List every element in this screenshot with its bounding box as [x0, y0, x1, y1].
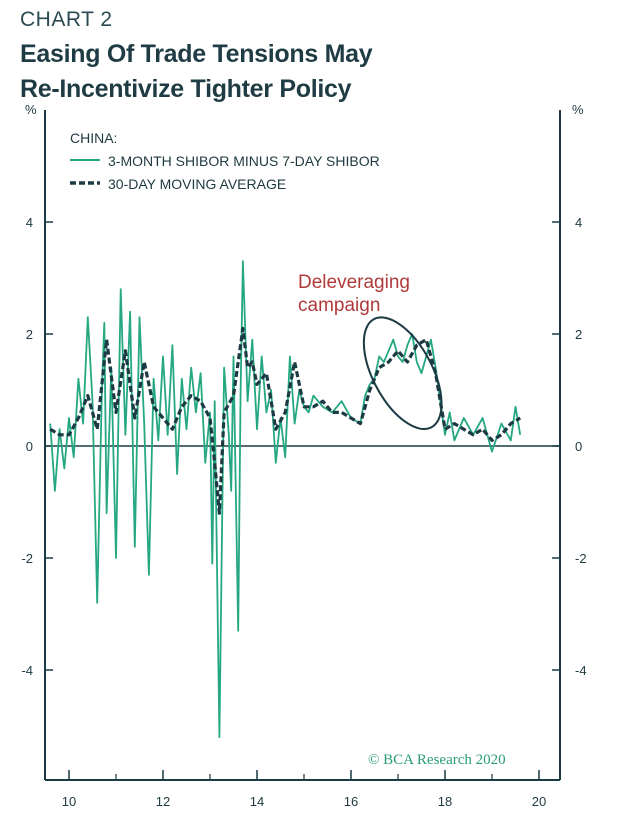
- series-layer: [49, 260, 522, 739]
- left-axis-unit: %: [25, 102, 37, 117]
- legend-label-moving-average: 30-DAY MOVING AVERAGE: [108, 176, 286, 192]
- x-tick-label-12: 12: [156, 794, 170, 809]
- x-tick-label-14: 14: [250, 794, 264, 809]
- y-tick-label-left--2: -2: [21, 551, 33, 566]
- legend-title: CHINA:: [70, 130, 117, 146]
- x-tick-label-16: 16: [344, 794, 358, 809]
- x-tick-label-20: 20: [532, 794, 546, 809]
- y-tick-label-left-2: 2: [26, 327, 33, 342]
- chart-frame: [44, 110, 561, 781]
- annotation-text-line2: campaign: [298, 295, 380, 316]
- y-tick-label-right-4: 4: [575, 215, 582, 230]
- y-tick-label-left-4: 4: [26, 215, 33, 230]
- chart-number: CHART 2: [20, 8, 113, 31]
- x-tick-label-18: 18: [438, 794, 452, 809]
- chart-title-line1: Easing Of Trade Tensions May: [20, 40, 373, 68]
- right-axis-unit: %: [572, 102, 584, 117]
- y-tick-label-right-2: 2: [575, 327, 582, 342]
- axis-ticks: % %4 42 20 0-2 -2-4 -410 12 14 16 18 20: [21, 102, 586, 809]
- source-credit: © BCA Research 2020: [368, 752, 506, 768]
- y-tick-label-right--2: -2: [575, 551, 587, 566]
- chart-title-line2: Re-Incentivize Tighter Policy: [20, 75, 352, 103]
- legend-label-shibor: 3-MONTH SHIBOR MINUS 7-DAY SHIBOR: [108, 153, 380, 169]
- series-line-shibor-spread: [49, 260, 522, 739]
- annotation-text-line1: Deleveraging: [298, 272, 410, 293]
- legend: CHINA: 3-MONTH SHIBOR MINUS 7-DAY SHIBOR 3…: [70, 130, 380, 192]
- y-tick-label-right-0: 0: [575, 439, 582, 454]
- x-tick-label-10: 10: [62, 794, 76, 809]
- series-line-moving-average: [49, 326, 522, 515]
- y-tick-label-right--4: -4: [575, 663, 587, 678]
- y-tick-label-left-0: 0: [26, 439, 33, 454]
- y-tick-label-left--4: -4: [21, 663, 33, 678]
- annotation-ellipse: [362, 316, 443, 430]
